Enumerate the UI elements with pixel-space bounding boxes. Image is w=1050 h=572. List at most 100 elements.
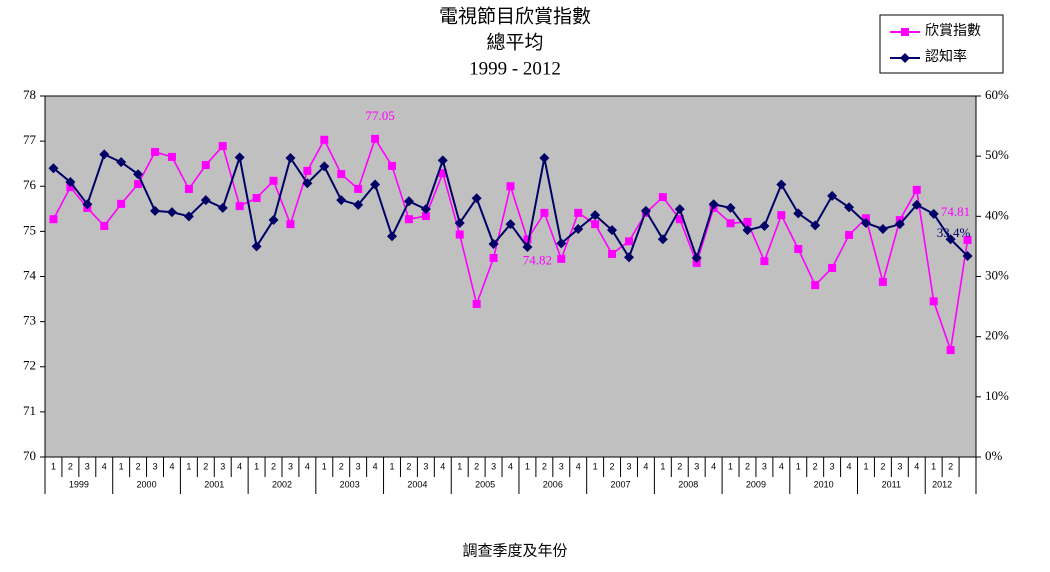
y-tick-label: 71 (23, 403, 36, 418)
point (540, 208, 549, 217)
x-tick-label: 2 (542, 461, 547, 471)
point (269, 176, 278, 185)
point (133, 169, 144, 180)
x-tick-label: 2 (474, 461, 479, 471)
point (657, 234, 668, 245)
year-label: 1999 (69, 479, 89, 489)
x-tick-label: 4 (102, 461, 107, 471)
point (438, 169, 447, 178)
point (708, 199, 719, 210)
point (184, 184, 193, 193)
point (912, 185, 921, 194)
point (523, 235, 532, 244)
x-tick-label: 2 (813, 461, 818, 471)
point (252, 193, 261, 202)
point (387, 231, 398, 242)
x-tick-label: 3 (423, 461, 428, 471)
point (353, 199, 364, 210)
x-tick-label: 2 (68, 461, 73, 471)
point (48, 163, 59, 174)
point (404, 215, 413, 224)
x-tick-label: 1 (660, 461, 665, 471)
x-tick-label: 1 (254, 461, 259, 471)
point (200, 195, 211, 206)
x-tick-label: 3 (153, 461, 158, 471)
point (489, 253, 498, 262)
x-tick-label: 3 (491, 461, 496, 471)
point (860, 217, 871, 228)
x-tick-label: 4 (440, 461, 445, 471)
year-label: 2002 (272, 479, 292, 489)
x-tick-label: 3 (762, 461, 767, 471)
point (506, 182, 515, 191)
x-tick-label: 2 (745, 461, 750, 471)
x-tick-label: 2 (677, 461, 682, 471)
x-tick-label: 4 (711, 461, 716, 471)
x-tick-label: 2 (610, 461, 615, 471)
point (371, 134, 380, 143)
point (471, 193, 482, 204)
point (403, 196, 414, 207)
x-tick-label: 3 (694, 461, 699, 471)
data-label: 33.4% (937, 225, 971, 240)
point (945, 234, 956, 245)
y-tick-label: 72 (23, 358, 36, 373)
data-label: 77.05 (365, 108, 394, 123)
point (726, 219, 735, 228)
point (573, 223, 584, 234)
x-tick-label: 4 (847, 461, 852, 471)
point (116, 157, 127, 168)
legend-label: 欣賞指數 (925, 23, 981, 39)
point (674, 204, 685, 215)
point (117, 199, 126, 208)
x-tick-label: 3 (897, 461, 902, 471)
point (201, 161, 210, 170)
point (100, 221, 109, 230)
point (420, 204, 431, 215)
x-tick-label: 2 (406, 461, 411, 471)
point (743, 217, 752, 226)
point (946, 346, 955, 355)
point (388, 161, 397, 170)
point (608, 249, 617, 258)
y-tick-label: 73 (23, 313, 36, 328)
point (302, 178, 313, 189)
year-label: 2008 (678, 479, 698, 489)
point (134, 179, 143, 188)
point (286, 220, 295, 229)
point (319, 161, 330, 172)
point (251, 241, 262, 252)
point (692, 258, 701, 267)
point (472, 300, 481, 309)
point (828, 263, 837, 272)
y2-tick-label: 40% (985, 207, 1009, 222)
chart-years: 1999 - 2012 (469, 58, 561, 79)
point (911, 199, 922, 210)
point (167, 152, 176, 161)
point (623, 252, 634, 263)
y-tick-label: 74 (23, 267, 37, 282)
legend-box (879, 14, 1004, 74)
point (99, 149, 110, 160)
point (844, 202, 855, 213)
legend-label: 認知率 (925, 48, 967, 65)
point (454, 217, 465, 228)
x-tick-label: 4 (373, 461, 378, 471)
plot-area (44, 95, 977, 458)
x-tick-label: 2 (339, 461, 344, 471)
year-label: 2007 (611, 479, 631, 489)
x-tick-label: 4 (914, 461, 919, 471)
point (929, 297, 938, 306)
point (421, 212, 430, 221)
point (759, 220, 770, 231)
point (183, 211, 194, 222)
y2-tick-label: 20% (985, 328, 1009, 343)
x-tick-label: 1 (322, 461, 327, 471)
point (370, 179, 381, 190)
point (845, 230, 854, 239)
y-tick-label: 75 (23, 222, 36, 237)
y2-tick-label: 10% (985, 388, 1009, 403)
year-label: 2010 (814, 479, 834, 489)
point (166, 207, 177, 218)
x-tick-label: 1 (525, 461, 530, 471)
